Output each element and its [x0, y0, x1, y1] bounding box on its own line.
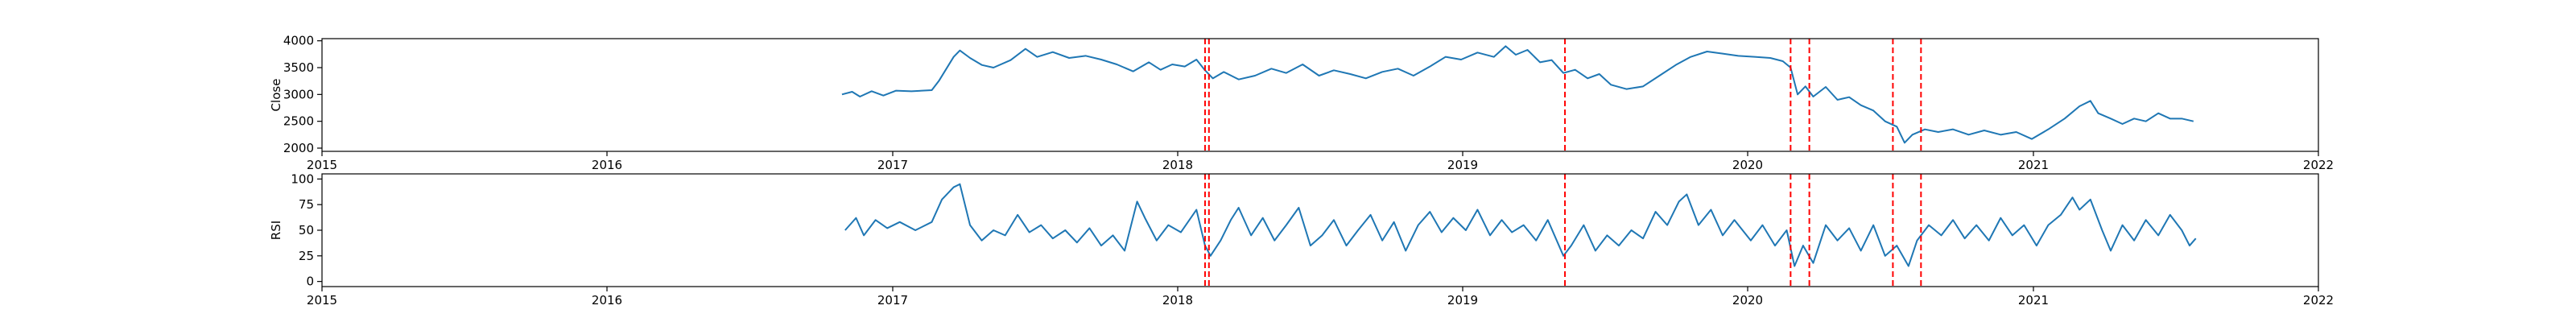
rsi-panel: 2015 2016 2017 2018 2019 2020 2021 2022 0 25 50 75 1…: [269, 171, 2334, 308]
rsi-series-line: [844, 183, 2197, 267]
rsi-y-tick-label: 25: [299, 249, 314, 263]
close-y-tick-label: 3000: [283, 87, 314, 101]
close-y-tick-label: 3500: [283, 60, 314, 75]
rsi-y-tick-label: 50: [299, 223, 314, 237]
rsi-x-tick-label: 2015: [307, 293, 337, 308]
close-y-axis-label: Close: [269, 79, 283, 112]
rsi-x-tick-label: 2018: [1162, 293, 1193, 308]
close-axes-frame: [321, 38, 2319, 152]
close-price-panel: 2015 2016 2017 2018 2019 2020 2021 2022 2000 2500…: [269, 34, 2334, 172]
close-x-tick-label: 2015: [307, 158, 337, 172]
close-x-tick-label: 2017: [877, 158, 908, 172]
rsi-y-axis-label: RSI: [269, 221, 283, 240]
close-y-tick-label: 4000: [283, 34, 314, 48]
rsi-x-tick-label: 2022: [2303, 293, 2334, 308]
rsi-x-tick-label: 2021: [2018, 293, 2049, 308]
rsi-y-tick-label: 75: [299, 197, 314, 212]
close-x-tick-label: 2022: [2303, 158, 2334, 172]
rsi-x-tick-label: 2020: [1732, 293, 1763, 308]
rsi-x-tick-label: 2016: [592, 293, 622, 308]
rsi-y-tick-label: 100: [291, 171, 314, 186]
close-x-tick-label: 2016: [592, 158, 622, 172]
close-y-tick-label: 2000: [283, 141, 314, 155]
close-x-tick-label: 2021: [2018, 158, 2049, 172]
rsi-x-tick-label: 2017: [877, 293, 908, 308]
close-x-tick-label: 2018: [1162, 158, 1193, 172]
close-x-tick-label: 2019: [1447, 158, 1478, 172]
close-y-tick-label: 2500: [283, 114, 314, 129]
rsi-x-tick-label: 2019: [1447, 293, 1478, 308]
close-series-line: [841, 45, 2194, 144]
rsi-y-tick-label: 0: [306, 275, 314, 289]
close-x-tick-label: 2020: [1732, 158, 1763, 172]
